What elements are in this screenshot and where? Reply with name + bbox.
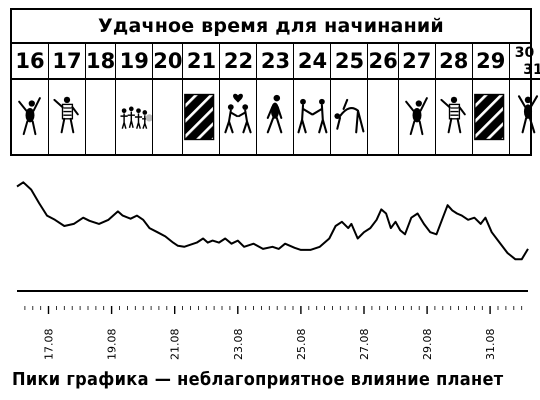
day-picture (331, 80, 367, 154)
day-cell: 17 (49, 44, 86, 154)
bending-figure-icon (334, 98, 365, 134)
day-number: 26 (368, 44, 398, 80)
page-title: Удачное время для начинаний (98, 15, 444, 37)
x-ticks-group: 17.08 19.08 21.08 23.08 25.08 27.08 29.08 31.08 (24, 306, 523, 361)
day-number: 18 (86, 44, 116, 80)
x-tick-label: 23.08 (232, 329, 245, 361)
day-cell: 20 (153, 44, 184, 154)
day-number: 22 (220, 44, 257, 80)
black-hatched-block-icon (184, 93, 215, 141)
title-bar: Удачное время для начинаний (10, 8, 532, 42)
day-cell: 29 (472, 44, 510, 154)
day-picture (436, 80, 472, 154)
series-line (16, 181, 529, 261)
day-number-second: 31 (523, 62, 540, 78)
day-picture (473, 80, 509, 154)
day-number: 30 31 (509, 44, 540, 80)
striped-shirt-figure-icon (53, 96, 79, 134)
day-number: 17 (49, 44, 85, 80)
day-picture (368, 80, 397, 154)
day-picture (257, 80, 293, 154)
day-number: 19 (116, 44, 153, 80)
day-number: 27 (398, 44, 435, 80)
couple-heart-icon (224, 93, 253, 134)
day-cell: 25 (331, 44, 369, 154)
day-cell: 16 (12, 44, 49, 154)
x-tick-label: 31.08 (484, 329, 497, 361)
day-number: 23 (257, 44, 294, 80)
black-hatched-block-icon (473, 93, 504, 141)
chart-series-group (16, 181, 529, 261)
cheering-figure-icon (517, 95, 538, 134)
day-cell: 27 (398, 44, 436, 154)
day-cell: 26 (368, 44, 399, 154)
day-picture (399, 80, 435, 154)
day-number: 25 (331, 44, 368, 80)
x-tick-label: 19.08 (106, 329, 119, 361)
walking-figure-icon (267, 94, 283, 134)
x-tick-label: 29.08 (421, 329, 434, 361)
day-cell: 22 (220, 44, 258, 154)
day-picture (294, 80, 330, 154)
day-number: 16 (12, 44, 48, 80)
day-cell: 21 (183, 44, 221, 154)
line-chart: 17.08 19.08 21.08 23.08 25.08 27.08 29.08 31.08 (16, 181, 529, 361)
crowd-figures-icon (120, 106, 153, 129)
day-picture (12, 80, 48, 154)
day-picture (49, 80, 85, 154)
day-picture (153, 80, 182, 154)
day-number: 20 (153, 44, 183, 80)
chart-caption: Пики графика — неблагоприятное влияние п… (12, 369, 504, 390)
day-picture (86, 80, 115, 154)
day-picture (183, 80, 219, 154)
x-tick-label: 27.08 (358, 329, 371, 361)
day-cell: 28 (435, 44, 473, 154)
x-tick-label: 21.08 (169, 329, 182, 361)
x-tick-label: 17.08 (43, 329, 56, 361)
day-number: 24 (294, 44, 331, 80)
waving-figure-icon (404, 97, 428, 136)
handshake-figures-icon (297, 98, 328, 134)
day-picture (220, 80, 256, 154)
day-picture (116, 80, 153, 154)
day-number: 21 (183, 44, 220, 80)
day-table: 16 17 18 19 20 21 22 23 24 25 26 27 28 29 30 31 (10, 42, 540, 156)
x-tick-label: 25.08 (295, 329, 308, 361)
day-cell: 18 (86, 44, 117, 154)
day-picture (510, 80, 540, 154)
day-cell: 23 (257, 44, 295, 154)
day-number: 29 (472, 44, 509, 80)
day-cell: 24 (294, 44, 332, 154)
day-number-first: 30 (514, 45, 535, 61)
day-cell: 30 31 (509, 44, 540, 154)
waving-figure-icon (18, 97, 41, 136)
day-cell: 19 (116, 44, 154, 154)
striped-shirt-figure-icon (440, 96, 466, 134)
day-number: 28 (435, 44, 472, 80)
